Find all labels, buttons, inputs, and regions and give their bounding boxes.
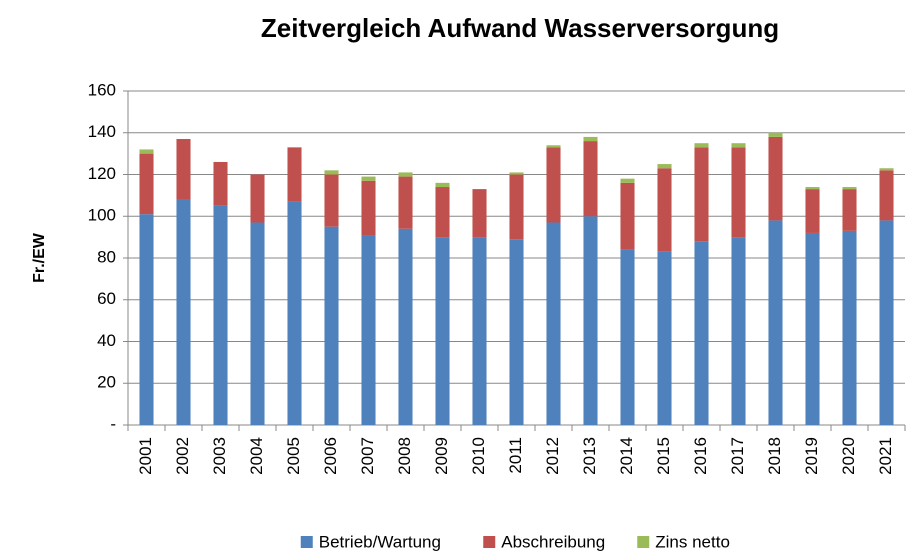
bar-segment	[657, 164, 672, 169]
y-axis-label: Fr./EW	[31, 232, 48, 283]
bar-segment	[398, 172, 413, 177]
bar-segment	[398, 176, 413, 229]
bar-segment	[361, 235, 376, 425]
bar-segment	[213, 161, 228, 206]
legend-label: Abschreibung	[501, 532, 605, 551]
x-tick-label: 2003	[210, 437, 229, 475]
legend-label: Zins netto	[655, 532, 730, 551]
y-tick-label: 140	[88, 122, 116, 141]
bar-segment	[250, 222, 265, 425]
bar-segment	[583, 141, 598, 217]
x-tick-label: 2004	[247, 437, 266, 475]
bar-segment	[879, 168, 894, 171]
bar-segment	[879, 170, 894, 221]
bar-segment	[731, 143, 746, 148]
bar-segment	[546, 147, 561, 223]
x-tick-label: 2008	[395, 437, 414, 475]
x-tick-label: 2018	[765, 437, 784, 475]
bar-segment	[435, 237, 450, 425]
bar-segment	[805, 232, 820, 425]
legend-label: Betrieb/Wartung	[319, 532, 441, 551]
bar-segment	[620, 178, 635, 183]
x-tick-label: 2001	[136, 437, 155, 475]
legend-swatch	[300, 536, 313, 548]
bar-segment	[620, 182, 635, 250]
bar-segment	[842, 187, 857, 190]
x-tick-label: 2012	[543, 437, 562, 475]
bar-segment	[287, 201, 302, 425]
bar-segment	[879, 220, 894, 425]
bar-segment	[398, 228, 413, 425]
x-tick-label: 2014	[617, 437, 636, 475]
bar-segment	[176, 199, 191, 425]
y-tick-label: 40	[97, 331, 116, 350]
bar-segment	[657, 168, 672, 252]
bar-segment	[583, 216, 598, 425]
bar-segment	[472, 237, 487, 425]
x-tick-label: 2017	[728, 437, 747, 475]
bar-segment	[139, 149, 154, 154]
bar-segment	[361, 176, 376, 181]
bar-segment	[694, 143, 709, 148]
bar-segment	[213, 205, 228, 425]
bar-segment	[509, 174, 524, 240]
bar-segment	[139, 214, 154, 425]
y-tick-label: 160	[88, 80, 116, 99]
x-tick-label: 2021	[876, 437, 895, 475]
bar-segment	[139, 153, 154, 215]
bar-segment	[583, 136, 598, 142]
x-tick-label: 2016	[691, 437, 710, 475]
bar-segment	[768, 220, 783, 425]
x-tick-label: 2002	[173, 437, 192, 475]
bar-segment	[768, 132, 783, 137]
x-tick-label: 2019	[802, 437, 821, 475]
bar-segment	[435, 187, 450, 238]
bar-segment	[657, 251, 672, 425]
x-tick-label: 2006	[321, 437, 340, 475]
y-tick-label: 20	[97, 373, 116, 392]
y-tick-label: 100	[88, 206, 116, 225]
bar-segment	[176, 139, 191, 200]
bar-segment	[509, 239, 524, 425]
x-tick-label: 2009	[432, 437, 451, 475]
bar-segment	[324, 170, 339, 175]
bar-segment	[324, 226, 339, 425]
x-tick-label: 2020	[839, 437, 858, 475]
bar-segment	[731, 147, 746, 238]
bar-segment	[805, 189, 820, 233]
bar-segment	[250, 174, 265, 223]
bar-segment	[731, 237, 746, 425]
bar-segment	[842, 189, 857, 231]
bar-segment	[472, 189, 487, 238]
bar-segment	[842, 230, 857, 425]
y-tick-label: 60	[97, 289, 116, 308]
bar-segment	[694, 147, 709, 242]
x-tick-label: 2010	[469, 437, 488, 475]
bar-segment	[509, 172, 524, 175]
bar-segment	[435, 182, 450, 188]
chart-title: Zeitvergleich Aufwand Wasserversorgung	[261, 13, 779, 43]
legend-swatch	[483, 536, 496, 548]
x-tick-label: 2013	[580, 437, 599, 475]
x-tick-label: 2011	[506, 437, 525, 474]
bar-segment	[768, 136, 783, 221]
bar-segment	[805, 187, 820, 190]
y-tick-label: 120	[88, 164, 116, 183]
bar-segment	[361, 180, 376, 236]
bar-segment	[546, 222, 561, 425]
bar-segment	[694, 241, 709, 425]
bar-segment	[287, 147, 302, 202]
y-tick-label: -	[110, 414, 116, 433]
bar-segment	[546, 145, 561, 148]
bar-segment	[620, 249, 635, 425]
bar-segment	[324, 174, 339, 227]
x-tick-label: 2015	[654, 437, 673, 475]
legend-swatch	[637, 536, 650, 548]
x-tick-label: 2007	[358, 437, 377, 475]
y-tick-label: 80	[97, 247, 116, 266]
x-tick-label: 2005	[284, 437, 303, 475]
